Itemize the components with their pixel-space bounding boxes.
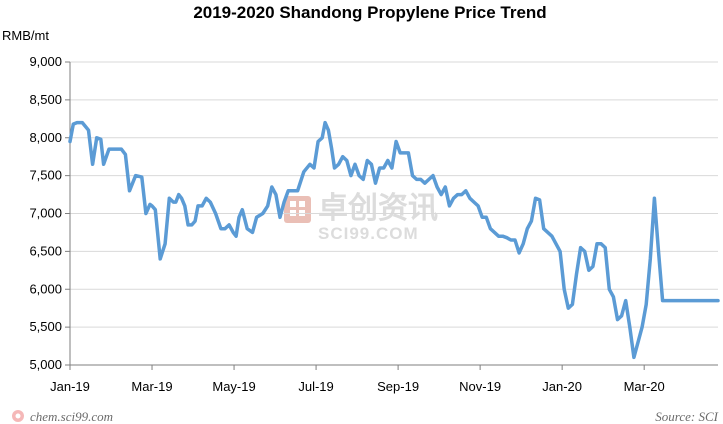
x-tick-label: Nov-19 <box>459 379 501 394</box>
y-tick-label: 9,000 <box>29 54 62 69</box>
footer-left: chem.sci99.com <box>12 409 113 424</box>
chart-title: 2019-2020 Shandong Propylene Price Trend <box>193 3 546 22</box>
source-label: Source: SCI <box>655 409 718 424</box>
watermark-logo-icon <box>284 196 311 223</box>
watermark: 卓创资讯 SCI99.COM <box>284 191 438 243</box>
y-axis-ticks: 5,000 5,500 6,000 6,500 7,000 7,500 8,000 8,500… <box>29 54 70 372</box>
y-tick-label: 6,500 <box>29 243 62 258</box>
x-tick-label: May-19 <box>212 379 255 394</box>
gridlines <box>70 61 718 328</box>
weibo-logo-icon <box>12 410 24 422</box>
x-tick-label: Jan-20 <box>542 379 582 394</box>
y-tick-label: 7,500 <box>29 168 62 183</box>
y-tick-label: 8,500 <box>29 92 62 107</box>
footer-site-text: chem.sci99.com <box>30 409 113 424</box>
y-tick-label: 5,000 <box>29 357 62 372</box>
x-tick-label: Sep-19 <box>377 379 419 394</box>
x-tick-label: Mar-19 <box>131 379 172 394</box>
y-tick-label: 6,000 <box>29 281 62 296</box>
y-tick-label: 7,000 <box>29 206 62 221</box>
series-layer <box>68 120 720 360</box>
x-tick-label: Mar-20 <box>624 379 665 394</box>
y-tick-label: 8,000 <box>29 130 62 145</box>
y-axis-unit-label: RMB/mt <box>2 28 49 43</box>
x-tick-label: Jan-19 <box>50 379 90 394</box>
watermark-text-cn: 卓创资讯 <box>318 191 438 226</box>
y-tick-label: 5,500 <box>29 319 62 334</box>
x-axis-ticks: Jan-19 Mar-19 May-19 Jul-19 Sep-19 Nov-19 Jan-… <box>50 365 665 394</box>
series-line <box>68 120 720 360</box>
watermark-text-en: SCI99.COM <box>318 224 419 243</box>
x-tick-label: Jul-19 <box>298 379 333 394</box>
